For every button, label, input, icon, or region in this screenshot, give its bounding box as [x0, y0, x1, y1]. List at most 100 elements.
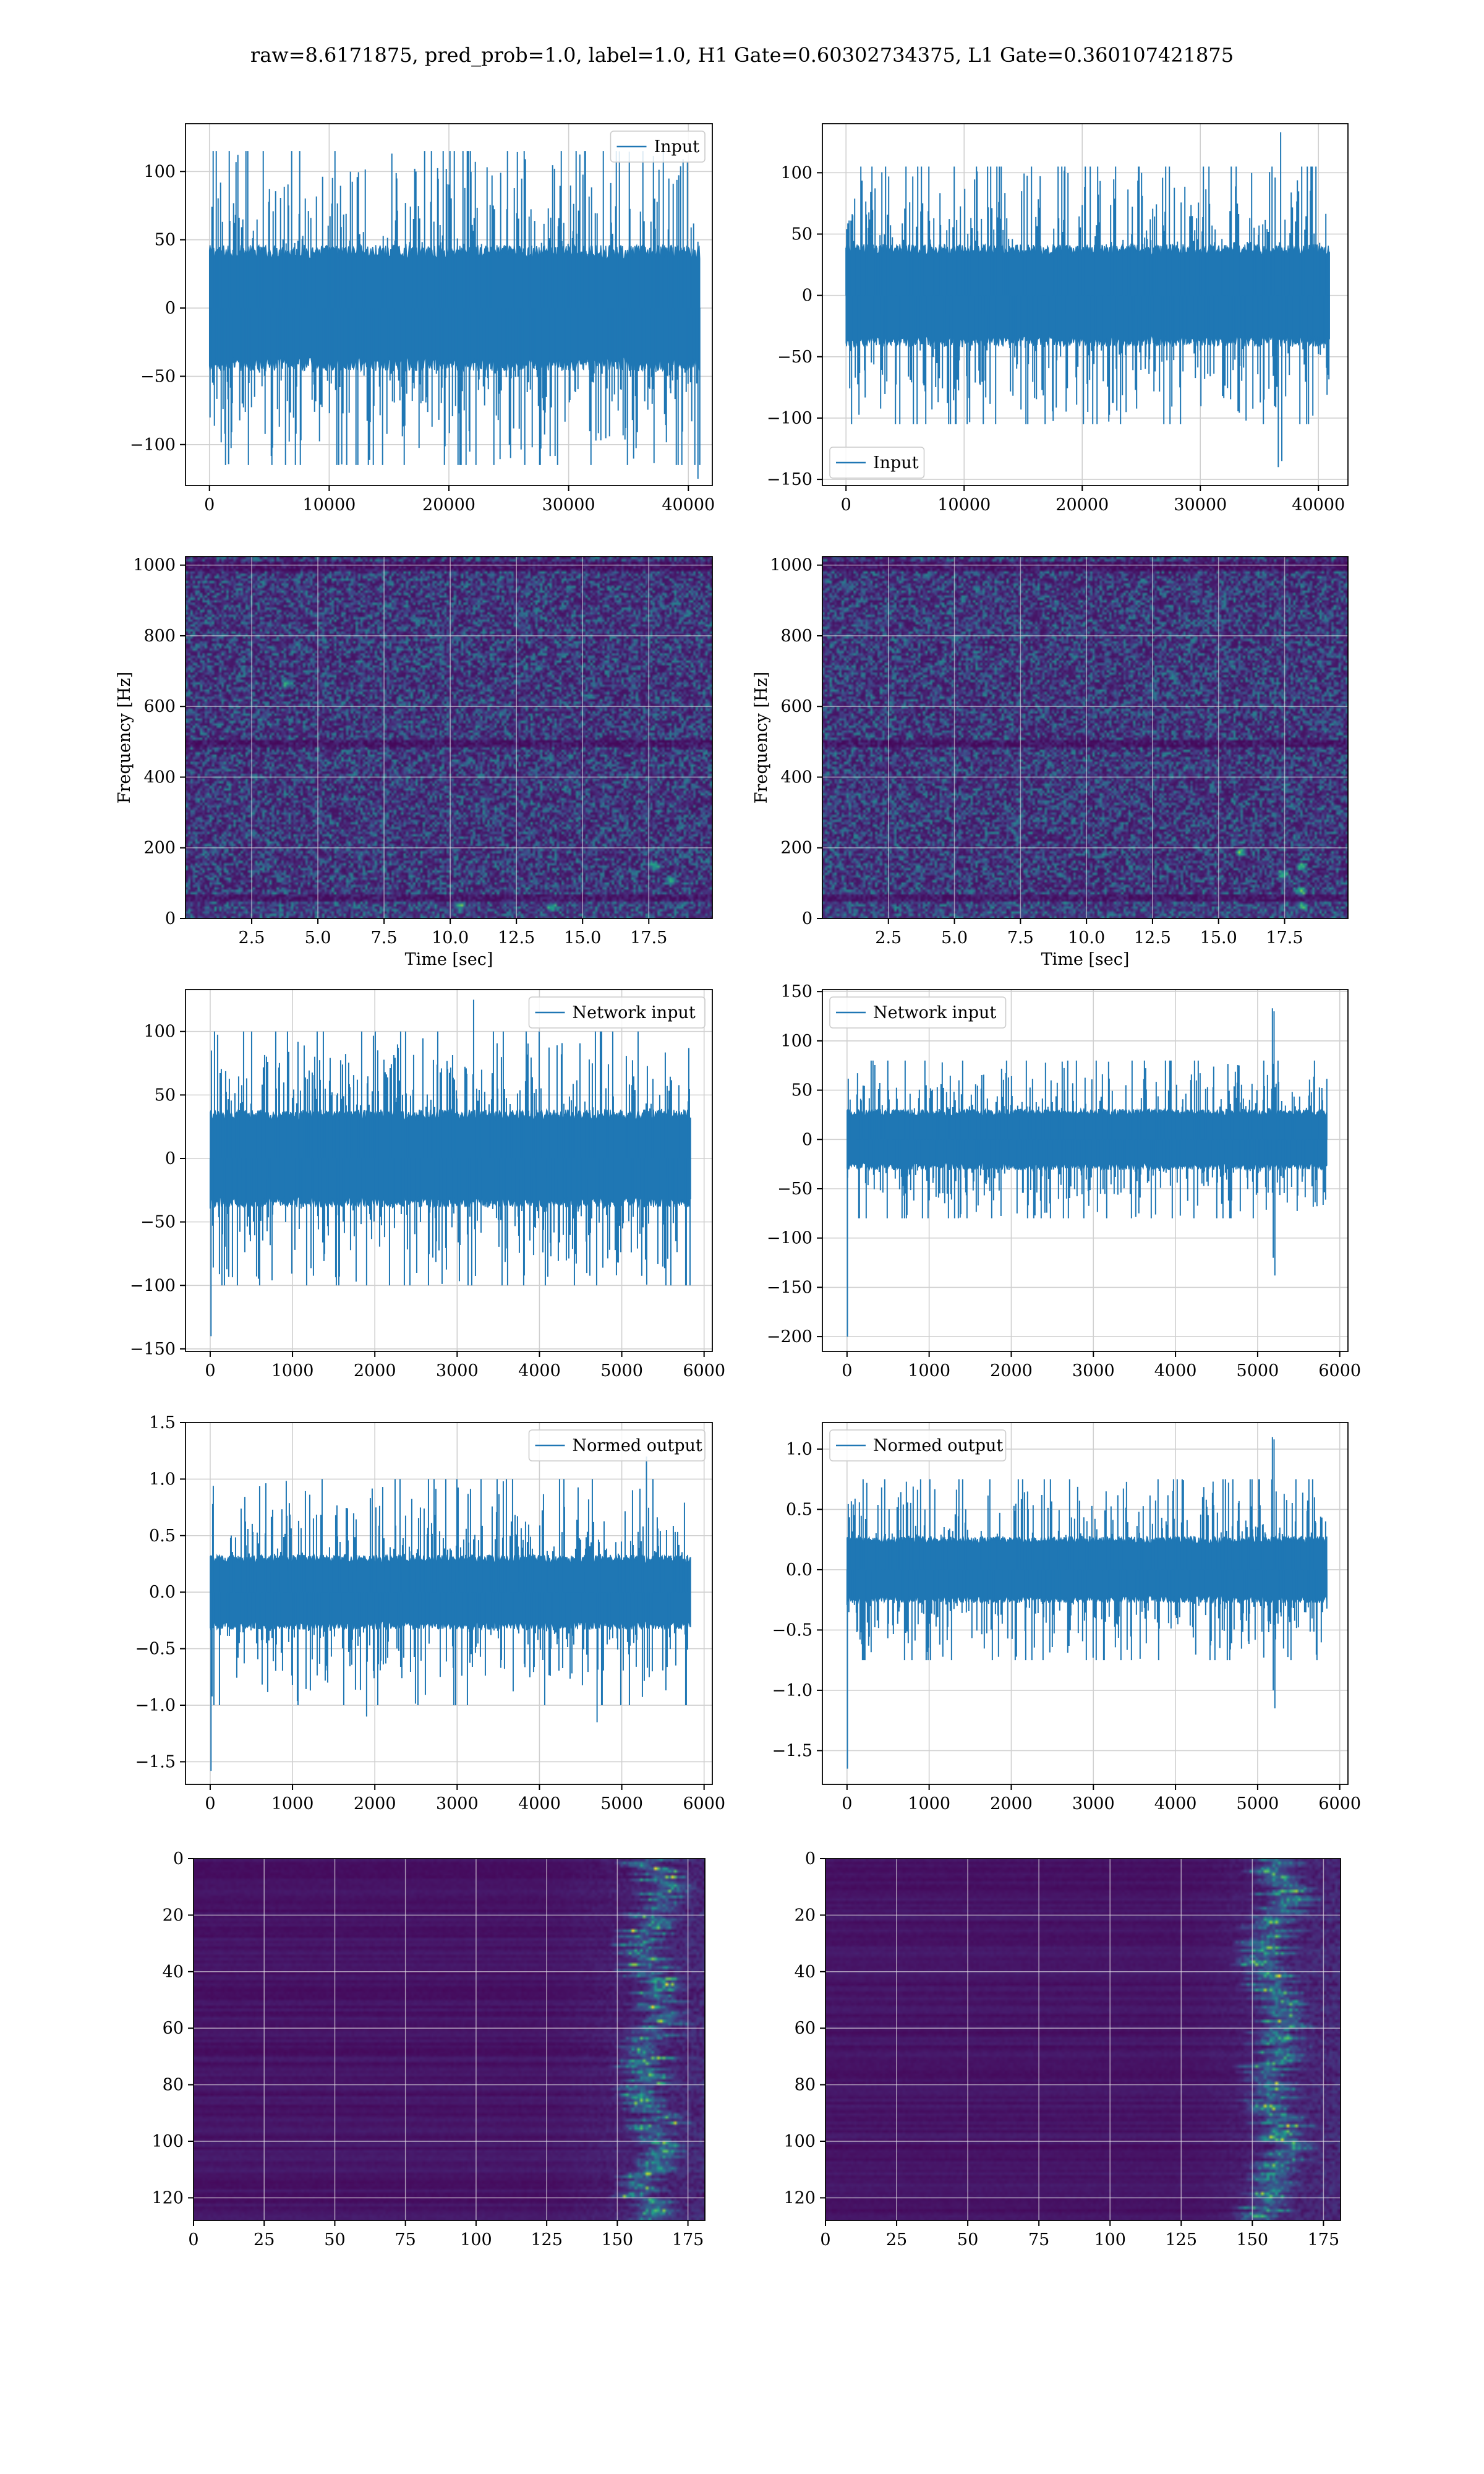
x-tick-label: 75 [1028, 2230, 1049, 2249]
x-tick-label: 10000 [302, 495, 356, 515]
chart-panel-4: 2.5 5.0 7.5 10.0 12.5 15.0 17.5 0 200 400 600 800 10… [752, 556, 1349, 969]
x-tick-label: 6000 [683, 1794, 725, 1813]
axes-frame [822, 1422, 1349, 1785]
y-tick-label: −0.5 [772, 1620, 812, 1640]
legend-box [610, 131, 706, 163]
x-tick-label: 50 [957, 2230, 978, 2249]
axes-frame [193, 1858, 706, 2221]
y-tick-label: −100 [767, 409, 812, 428]
x-tick-label: 10.0 [432, 928, 469, 948]
x-tick-label: 100 [1094, 2230, 1126, 2249]
axes-frame [822, 989, 1349, 1352]
axes-frame [185, 123, 713, 486]
x-tick-label: 5.0 [941, 928, 968, 948]
chart-panel-2: 0 10000 20000 30000 40000 −150 −100 −50 0 50 100 In… [767, 123, 1349, 515]
x-tick-label: 175 [672, 2230, 704, 2249]
x-tick-label: 3000 [1072, 1361, 1115, 1380]
x-tick-label: 20000 [422, 495, 475, 515]
x-tick-label: 4000 [518, 1794, 561, 1813]
y-tick-label: −200 [767, 1327, 812, 1346]
legend-box [829, 996, 1007, 1029]
x-tick-label: 0 [842, 1794, 852, 1813]
y-tick-label: 50 [791, 1081, 812, 1100]
x-tick-label: 150 [602, 2230, 634, 2249]
x-tick-label: 2000 [990, 1794, 1033, 1813]
x-axis-label: Time [sec] [405, 950, 493, 969]
activation-heatmap-image [194, 1859, 705, 2220]
chart-panel-10: 0 25 50 75 100 125 150 175 0 20 40 60 80 100 120 [783, 1849, 1341, 2249]
x-tick-label: 4000 [1154, 1794, 1197, 1813]
y-tick-label: 1.5 [149, 1413, 176, 1432]
x-tick-label: 2000 [354, 1794, 396, 1813]
x-tick-label: 1000 [908, 1794, 950, 1813]
y-tick-label: −100 [130, 435, 176, 455]
x-tick-label: 12.5 [498, 928, 535, 948]
x-tick-label: 5000 [1237, 1361, 1279, 1380]
y-tick-label: 0 [802, 909, 812, 928]
x-tick-label: 3000 [1072, 1794, 1115, 1813]
x-tick-label: 6000 [1318, 1361, 1361, 1380]
x-tick-label: 0 [204, 495, 215, 515]
activation-heatmap-image [825, 1859, 1341, 2220]
y-tick-label: 60 [163, 2019, 184, 2038]
legend: Network input [528, 996, 706, 1029]
x-tick-label: 17.5 [1266, 928, 1303, 948]
x-tick-label: 10.0 [1068, 928, 1105, 948]
y-tick-label: −50 [140, 1213, 176, 1232]
y-tick-label: 120 [151, 2188, 184, 2207]
x-tick-label: 75 [394, 2230, 416, 2249]
y-tick-label: −0.5 [135, 1640, 176, 1659]
x-tick-label: 3000 [436, 1794, 479, 1813]
x-tick-label: 17.5 [630, 928, 667, 948]
y-tick-label: 50 [155, 1085, 176, 1105]
y-tick-label: 40 [163, 1963, 184, 1982]
y-tick-label: 100 [143, 162, 176, 181]
x-tick-label: 0 [842, 1361, 852, 1380]
x-tick-label: 175 [1308, 2230, 1340, 2249]
legend-box [528, 996, 706, 1029]
x-tick-label: 4000 [1154, 1361, 1197, 1380]
x-tick-label: 30000 [542, 495, 595, 515]
y-tick-label: 400 [143, 768, 176, 787]
y-tick-label: −150 [767, 1278, 812, 1297]
x-tick-label: 2.5 [239, 928, 265, 948]
x-tick-label: 3000 [436, 1361, 479, 1380]
legend-label: Normed output [573, 1436, 702, 1455]
y-tick-label: 80 [795, 2076, 816, 2095]
y-tick-label: 120 [783, 2188, 816, 2207]
y-tick-label: 150 [780, 982, 812, 1001]
y-tick-label: 20 [163, 1906, 184, 1925]
y-tick-label: −50 [777, 348, 812, 367]
y-axis-label: Frequency [Hz] [115, 672, 134, 803]
signal-line [209, 151, 701, 479]
signal-line [845, 132, 1330, 468]
y-tick-label: 0.0 [149, 1583, 176, 1602]
legend-box [829, 447, 925, 479]
axes-frame [825, 1858, 1341, 2221]
y-tick-label: 100 [783, 2132, 816, 2151]
x-tick-label: 0 [205, 1794, 215, 1813]
axes-frame [822, 123, 1349, 486]
chart-panel-9: 0 25 50 75 100 125 150 175 0 20 40 60 80 100 120 [151, 1849, 706, 2249]
x-tick-label: 1000 [271, 1361, 314, 1380]
y-tick-label: 20 [795, 1906, 816, 1925]
legend: Normed output [528, 1429, 706, 1462]
y-tick-label: 40 [795, 1963, 816, 1982]
x-tick-label: 1000 [271, 1794, 314, 1813]
x-tick-label: 5000 [600, 1794, 643, 1813]
y-tick-label: 1000 [770, 556, 812, 575]
x-tick-label: 150 [1237, 2230, 1269, 2249]
axes-frame [822, 556, 1349, 919]
x-tick-label: 0 [205, 1361, 215, 1380]
x-tick-label: 15.0 [1200, 928, 1237, 948]
y-tick-label: −50 [140, 367, 176, 386]
x-tick-label: 25 [886, 2230, 907, 2249]
chart-panel-1: 0 10000 20000 30000 40000 −100 −50 0 50 100 Input [130, 123, 715, 515]
y-tick-label: 600 [780, 697, 812, 716]
y-tick-label: 1.0 [149, 1470, 176, 1489]
x-tick-label: 0 [820, 2230, 830, 2249]
axes-frame [185, 1422, 713, 1785]
legend: Input [610, 131, 706, 163]
legend-box [528, 1429, 706, 1462]
